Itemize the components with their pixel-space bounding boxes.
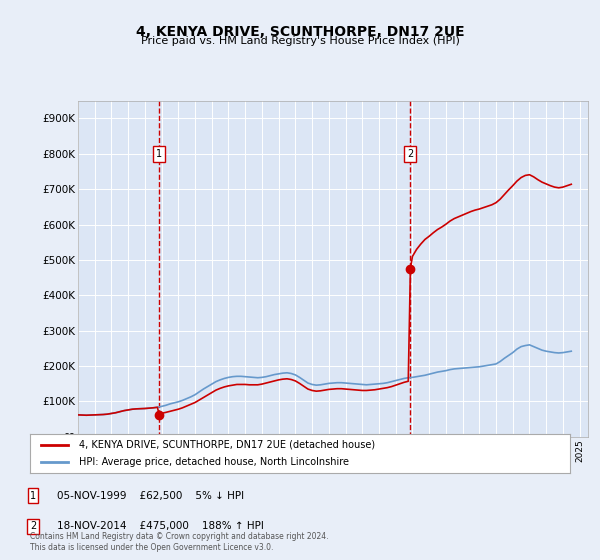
Text: 1: 1 — [156, 149, 162, 159]
Text: Contains HM Land Registry data © Crown copyright and database right 2024.
This d: Contains HM Land Registry data © Crown c… — [30, 532, 329, 552]
Text: 18-NOV-2014    £475,000    188% ↑ HPI: 18-NOV-2014 £475,000 188% ↑ HPI — [57, 521, 264, 531]
Text: 2: 2 — [407, 149, 413, 159]
Text: 05-NOV-1999    £62,500    5% ↓ HPI: 05-NOV-1999 £62,500 5% ↓ HPI — [57, 491, 244, 501]
Text: 2: 2 — [30, 521, 36, 531]
Text: 4, KENYA DRIVE, SCUNTHORPE, DN17 2UE (detached house): 4, KENYA DRIVE, SCUNTHORPE, DN17 2UE (de… — [79, 440, 375, 450]
Text: 4, KENYA DRIVE, SCUNTHORPE, DN17 2UE: 4, KENYA DRIVE, SCUNTHORPE, DN17 2UE — [136, 25, 464, 39]
Text: 1: 1 — [30, 491, 36, 501]
Text: Price paid vs. HM Land Registry's House Price Index (HPI): Price paid vs. HM Land Registry's House … — [140, 36, 460, 46]
Text: HPI: Average price, detached house, North Lincolnshire: HPI: Average price, detached house, Nort… — [79, 457, 349, 467]
